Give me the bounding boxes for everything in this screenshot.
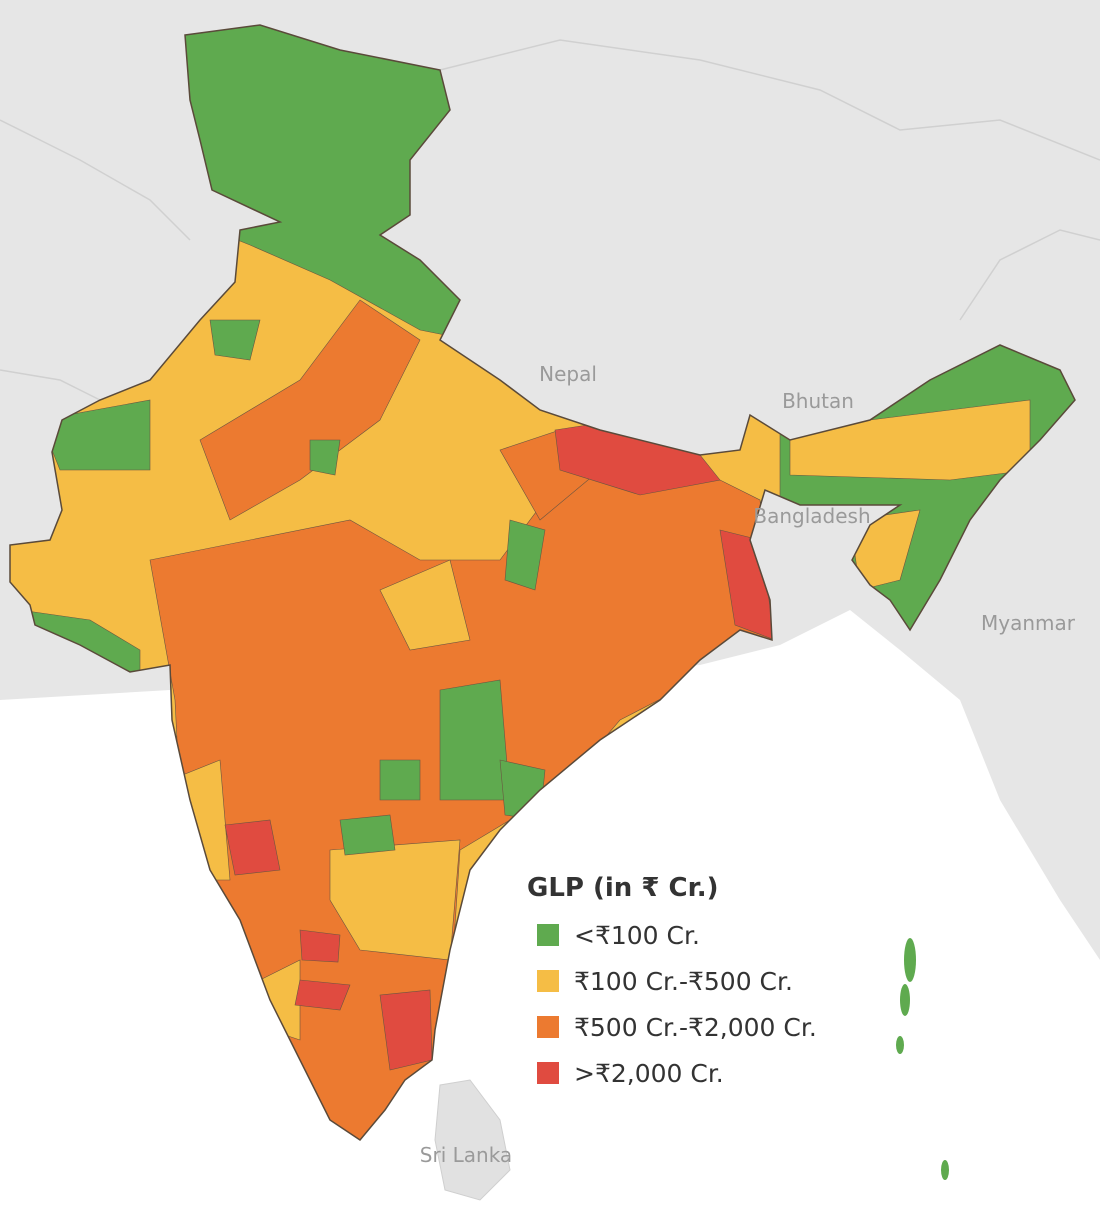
island	[941, 1160, 949, 1180]
place-label: Nepal	[539, 362, 597, 386]
region	[224, 819, 281, 876]
legend-label: ₹100 Cr.-₹500 Cr.	[574, 967, 793, 996]
legend-swatch	[537, 970, 559, 992]
region	[779, 319, 1075, 661]
region	[309, 439, 341, 476]
legend-swatch	[537, 1062, 559, 1084]
place-label: Sri Lanka	[420, 1143, 512, 1167]
island	[904, 938, 916, 982]
region	[379, 759, 421, 801]
legend: GLP (in ₹ Cr.) <₹100 Cr. ₹100 Cr.-₹500 Cr…	[527, 873, 817, 1088]
place-labels: Nepal Bhutan Bangladesh Myanmar Sri Lanka	[420, 362, 1076, 1167]
region	[504, 519, 546, 591]
legend-label: ₹500 Cr.-₹2,000 Cr.	[574, 1013, 817, 1042]
legend-title: GLP (in ₹ Cr.)	[527, 873, 718, 903]
region	[379, 559, 471, 651]
legend-swatch	[537, 924, 559, 946]
border-lines	[0, 39, 1100, 401]
region	[439, 679, 511, 801]
legend-label: <₹100 Cr.	[574, 921, 700, 950]
region	[329, 839, 461, 961]
place-label: Bhutan	[782, 389, 854, 413]
border-line	[959, 229, 1100, 321]
region	[789, 399, 1031, 481]
border-line	[0, 369, 101, 401]
legend-label: >₹2,000 Cr.	[574, 1059, 724, 1088]
region	[299, 929, 341, 963]
sri-lanka-land	[434, 1079, 511, 1201]
border-line	[439, 39, 1100, 161]
india-outline	[9, 24, 1076, 1141]
region	[339, 814, 396, 856]
island	[900, 984, 910, 1016]
region	[209, 319, 261, 361]
region	[294, 979, 351, 1011]
region	[199, 299, 421, 521]
place-label: Bangladesh	[753, 504, 870, 528]
border-line	[0, 119, 191, 241]
region	[39, 399, 151, 471]
place-label: Myanmar	[981, 611, 1076, 635]
legend-swatch	[537, 1016, 559, 1038]
islands	[896, 938, 949, 1180]
island	[896, 1036, 904, 1054]
